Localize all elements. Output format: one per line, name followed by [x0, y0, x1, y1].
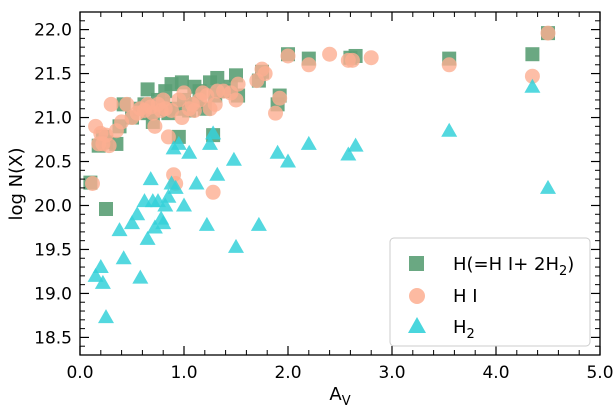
data-point-circle-1-29 — [176, 85, 192, 101]
data-point-triangle-2-24 — [181, 144, 198, 159]
data-point-triangle-2-29 — [209, 166, 226, 181]
data-point-triangle-2-31 — [228, 238, 244, 253]
legend-marker-h-total — [409, 256, 424, 271]
data-point-triangle-2-17 — [157, 197, 174, 212]
data-point-triangle-2-33 — [269, 144, 286, 159]
y-tick-label: 19.5 — [34, 240, 72, 260]
data-point-circle-1-55 — [441, 57, 457, 73]
x-tick-label: 0.0 — [66, 363, 93, 383]
data-point-triangle-2-36 — [340, 146, 357, 161]
data-point-triangle-2-23 — [176, 197, 192, 212]
legend-frame — [389, 237, 591, 347]
y-axis-title: log N(X) — [6, 147, 27, 220]
data-point-triangle-2-39 — [524, 78, 541, 93]
data-point-circle-1-57 — [540, 25, 556, 41]
data-point-triangle-2-1 — [92, 259, 109, 274]
data-point-circle-1-49 — [280, 48, 296, 64]
data-point-triangle-2-21 — [167, 179, 184, 194]
data-point-triangle-2-26 — [198, 216, 215, 231]
data-point-circle-1-37 — [205, 184, 221, 200]
y-tick-label: 22.0 — [34, 21, 72, 41]
x-tick-label: 5.0 — [586, 363, 613, 383]
data-point-triangle-2-8 — [132, 269, 149, 284]
plot-frame — [79, 11, 601, 356]
data-point-circle-1-6 — [101, 138, 117, 154]
y-tick-label: 21.0 — [34, 109, 72, 129]
data-point-triangle-2-32 — [250, 216, 267, 231]
x-tick-label: 3.0 — [378, 363, 405, 383]
data-point-triangle-2-30 — [225, 151, 242, 166]
data-point-triangle-2-3 — [98, 309, 114, 324]
legend-label-h-total: H(=H I+ 2H2) — [453, 254, 574, 279]
axis-ticks: 0.0 1.0 2.0 3.0 4.0 5.0 18.5 19.0 19.5 20.0 20.5 21… — [34, 11, 614, 383]
data-point-square-0-32 — [210, 70, 225, 85]
data-point-triangle-2-27 — [202, 135, 218, 150]
data-point-triangle-2-0 — [87, 267, 104, 282]
data-point-triangle-2-5 — [115, 250, 132, 265]
data-point-triangle-2-25 — [188, 175, 205, 190]
x-tick-label: 2.0 — [274, 363, 301, 383]
x-tick-label: 1.0 — [170, 363, 197, 383]
data-point-circle-1-48 — [272, 90, 288, 106]
data-point-triangle-2-4 — [111, 222, 128, 237]
data-point-triangle-2-13 — [146, 219, 163, 234]
data-point-circle-1-47 — [268, 105, 284, 121]
data-point-circle-1-53 — [344, 52, 360, 68]
y-tick-label: 21.5 — [34, 65, 72, 85]
data-point-circle-1-38 — [207, 96, 223, 112]
data-point-triangle-2-11 — [142, 171, 159, 186]
y-tick-label: 20.0 — [34, 196, 72, 216]
y-tick-label: 20.5 — [34, 153, 72, 173]
data-point-triangle-2-38 — [441, 122, 458, 137]
data-point-circle-1-50 — [301, 57, 317, 73]
data-point-triangle-2-2 — [94, 274, 111, 289]
data-point-circle-1-56 — [524, 68, 540, 84]
legend-label-h2: H2 — [453, 317, 475, 342]
data-point-circle-1-0 — [84, 176, 100, 191]
data-point-square-0-46 — [525, 47, 540, 62]
data-point-triangle-2-6 — [124, 215, 140, 230]
data-point-triangle-2-35 — [300, 135, 317, 150]
data-point-triangle-2-10 — [139, 230, 156, 245]
data-point-triangle-2-22 — [170, 135, 187, 150]
data-point-circle-1-7 — [103, 96, 119, 112]
data-point-circle-1-18 — [147, 118, 163, 134]
data-point-circle-1-43 — [230, 76, 246, 92]
legend-marker-h2 — [408, 317, 426, 333]
data-point-triangle-2-34 — [280, 153, 296, 168]
data-point-triangle-2-40 — [540, 179, 556, 194]
y-tick-label: 19.0 — [34, 284, 72, 304]
y-tick-label: 18.5 — [34, 328, 72, 348]
data-point-triangle-2-37 — [347, 137, 364, 152]
data-point-square-0-4 — [99, 202, 113, 217]
data-point-circle-1-42 — [228, 92, 244, 108]
x-axis-title: AV — [329, 384, 350, 405]
data-point-triangle-2-28 — [205, 125, 222, 140]
data-point-triangle-2-7 — [129, 206, 146, 221]
data-marks — [83, 25, 556, 324]
x-tick-label: 4.0 — [482, 363, 509, 383]
data-point-triangle-2-16 — [155, 215, 172, 230]
legend-label-h-i: H I — [453, 286, 478, 307]
data-point-circle-1-51 — [322, 46, 338, 62]
legend: H(=H I+ 2H2) H I H2 — [389, 237, 591, 347]
data-point-circle-1-23 — [160, 129, 176, 145]
data-point-triangle-2-18 — [160, 188, 177, 203]
data-point-square-0-12 — [140, 82, 155, 97]
legend-marker-h-i — [409, 288, 425, 304]
data-point-circle-1-54 — [363, 50, 379, 66]
data-point-circle-1-46 — [257, 66, 273, 82]
data-point-circle-1-10 — [119, 96, 135, 112]
